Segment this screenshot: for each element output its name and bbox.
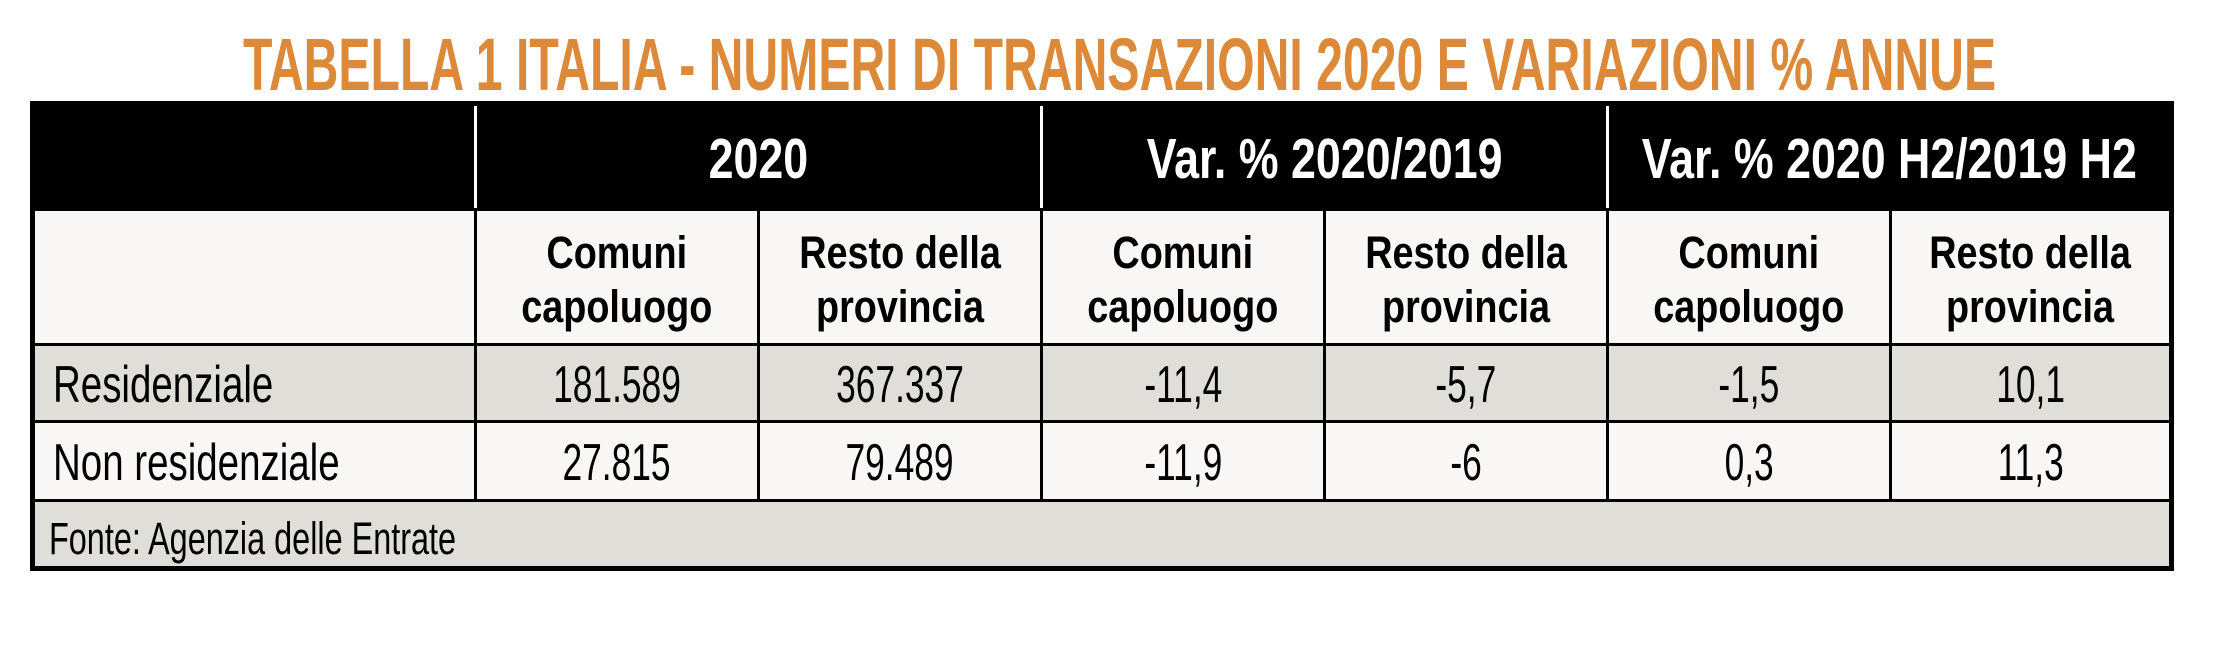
- row-label-residenziale: Residenziale: [31, 343, 477, 423]
- subheader-comuni-2: Comuni capoluogo: [1040, 208, 1326, 346]
- cell-res-varh2-capoluogo: -1,5: [1606, 343, 1892, 423]
- subheader-resto-1: Resto della provincia: [757, 208, 1043, 346]
- cell-nonres-2020-capoluogo: 27.815: [474, 420, 760, 502]
- cell-nonres-varh2-resto: 11,3: [1889, 420, 2173, 502]
- source-cell: Fonte: Agenzia delle Entrate: [31, 499, 2173, 570]
- header-group-var-h2: Var. % 2020 H2/2019 H2: [1606, 102, 2173, 211]
- source-row: Fonte: Agenzia delle Entrate: [31, 499, 2173, 570]
- subheader-resto-3: Resto della provincia: [1889, 208, 2173, 346]
- subheader-empty-cell: [31, 208, 477, 346]
- cell-res-var-capoluogo: -11,4: [1040, 343, 1326, 423]
- header-group-row: 2020 Var. % 2020/2019 Var. % 2020 H2/201…: [31, 102, 2173, 211]
- cell-res-2020-capoluogo: 181.589: [474, 343, 760, 423]
- cell-res-var-resto: -5,7: [1323, 343, 1609, 423]
- header-group-var-2020-2019: Var. % 2020/2019: [1040, 102, 1609, 211]
- subheader-comuni-3: Comuni capoluogo: [1606, 208, 1892, 346]
- cell-nonres-var-capoluogo: -11,9: [1040, 420, 1326, 502]
- cell-nonres-var-resto: -6: [1323, 420, 1609, 502]
- header-group-2020: 2020: [474, 102, 1043, 211]
- subheader-row: Comuni capoluogo Resto della provincia C…: [31, 208, 2173, 346]
- subheader-comuni-1: Comuni capoluogo: [474, 208, 760, 346]
- cell-nonres-2020-resto: 79.489: [757, 420, 1043, 502]
- row-non-residenziale: Non residenziale 27.815 79.489 -11,9 -6 …: [31, 420, 2173, 502]
- transactions-table: 2020 Var. % 2020/2019 Var. % 2020 H2/201…: [30, 101, 2174, 571]
- table-title: TABELLA 1 ITALIA - NUMERI DI TRANSAZIONI…: [243, 23, 1997, 106]
- row-residenziale: Residenziale 181.589 367.337 -11,4 -5,7 …: [31, 343, 2173, 423]
- header-empty-cell: [31, 102, 477, 211]
- subheader-resto-2: Resto della provincia: [1323, 208, 1609, 346]
- cell-res-varh2-resto: 10,1: [1889, 343, 2173, 423]
- cell-nonres-varh2-capoluogo: 0,3: [1606, 420, 1892, 502]
- row-label-non-residenziale: Non residenziale: [31, 420, 477, 502]
- cell-res-2020-resto: 367.337: [757, 343, 1043, 423]
